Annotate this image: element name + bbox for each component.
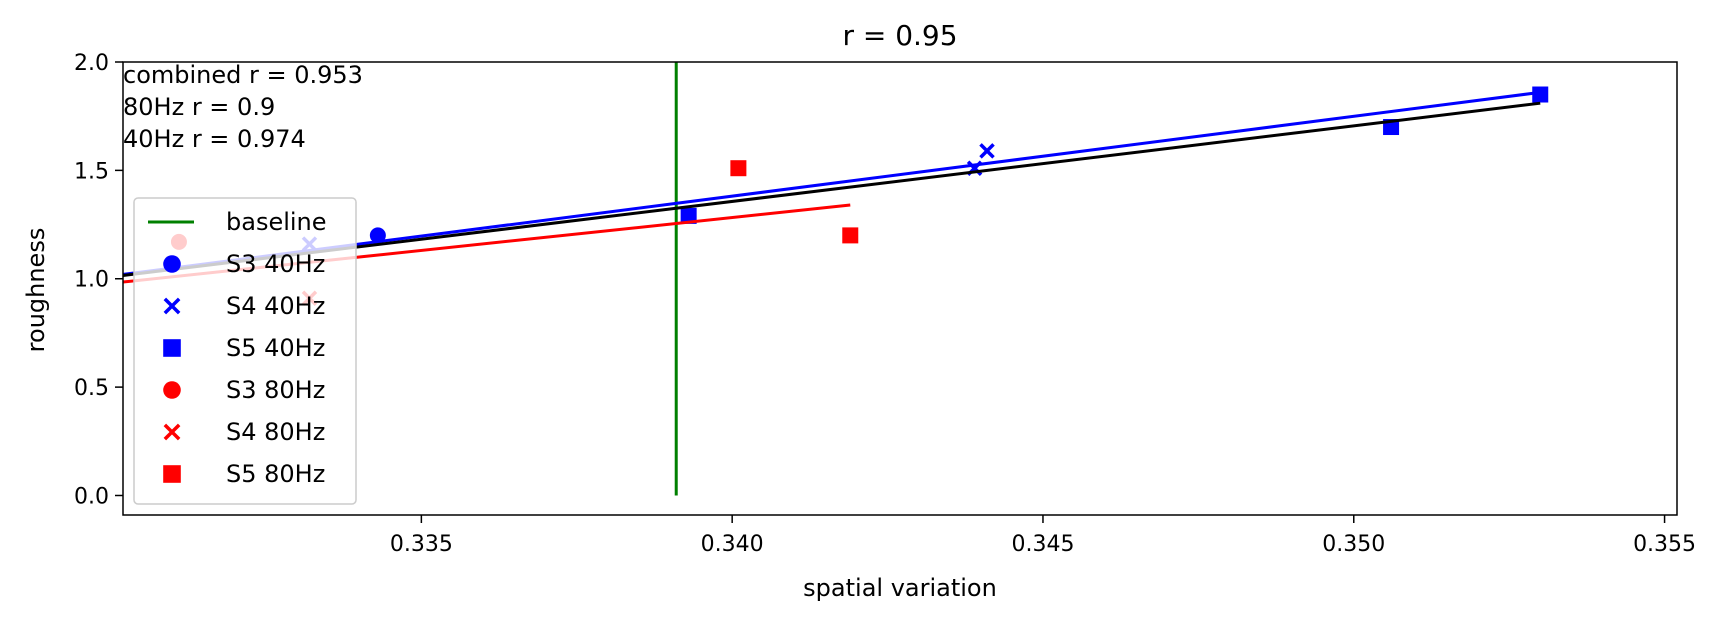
legend-baseline-label: baseline <box>226 208 327 236</box>
y-tick-label-0: 0.0 <box>74 484 109 509</box>
legend-s3-80hz-label: S3 80Hz <box>226 376 325 404</box>
y-tick-label-3: 1.5 <box>74 159 109 184</box>
x-tick-label-2: 0.345 <box>1011 532 1074 557</box>
axis-ticks: 0.335 0.340 0.345 0.350 0.355 0.0 0.5 1.0 1.5 2.0 <box>74 51 1696 557</box>
legend-s4-40hz-label: S4 40Hz <box>226 292 325 320</box>
legend-s5-40hz-swatch <box>163 339 181 357</box>
legend-box <box>133 197 357 505</box>
y-tick-label-1: 0.5 <box>74 376 109 401</box>
x-tick-label-4: 0.355 <box>1633 532 1696 557</box>
point-s5-40hz-0 <box>680 207 697 224</box>
legend: baseline S3 40Hz S4 40Hz S5 40Hz S3 80Hz S4 8… <box>133 197 357 505</box>
x-tick-label-3: 0.350 <box>1322 532 1385 557</box>
legend-s4-80hz-label: S4 80Hz <box>226 418 325 446</box>
annotation-combined-r: combined r = 0.953 <box>123 61 363 89</box>
legend-s4-40hz-swatch-stroke <box>163 297 181 315</box>
legend-s4-80hz-swatch-stroke <box>163 423 181 441</box>
legend-s5-80hz-swatch <box>163 465 181 483</box>
annotation-40hz-r: 40Hz r = 0.974 <box>123 125 306 153</box>
x-axis-label: spatial variation <box>803 574 997 602</box>
fit-line-2 <box>122 101 1541 277</box>
point-s5-40hz-2 <box>1532 86 1549 103</box>
x-tick-label-0: 0.335 <box>390 532 453 557</box>
point-s4-40hz-2-stroke <box>979 143 995 159</box>
legend-s3-40hz-swatch <box>163 255 181 273</box>
legend-s3-80hz-swatch <box>163 381 181 399</box>
x-tick-label-1: 0.340 <box>701 532 764 557</box>
legend-s4-80hz-swatch <box>163 423 181 441</box>
chart-title: r = 0.95 <box>842 19 957 52</box>
legend-s5-40hz-label: S5 40Hz <box>226 334 325 362</box>
plot-area <box>123 62 1677 515</box>
annotation-80hz-r: 80Hz r = 0.9 <box>123 93 275 121</box>
point-s5-80hz-1 <box>842 227 859 244</box>
y-tick-label-4: 2.0 <box>74 51 109 76</box>
legend-s4-40hz-swatch <box>163 297 181 315</box>
point-s4-40hz-2 <box>979 143 995 159</box>
point-s5-80hz-0 <box>730 160 747 177</box>
y-axis-label: roughness <box>22 228 50 353</box>
y-tick-label-2: 1.0 <box>74 268 109 293</box>
legend-s5-80hz-label: S5 80Hz <box>226 460 325 488</box>
plot-frame <box>122 61 1678 516</box>
point-s3-40hz-0 <box>369 227 386 244</box>
fit-line-0 <box>122 90 1541 276</box>
legend-s3-40hz-label: S3 40Hz <box>226 250 325 278</box>
